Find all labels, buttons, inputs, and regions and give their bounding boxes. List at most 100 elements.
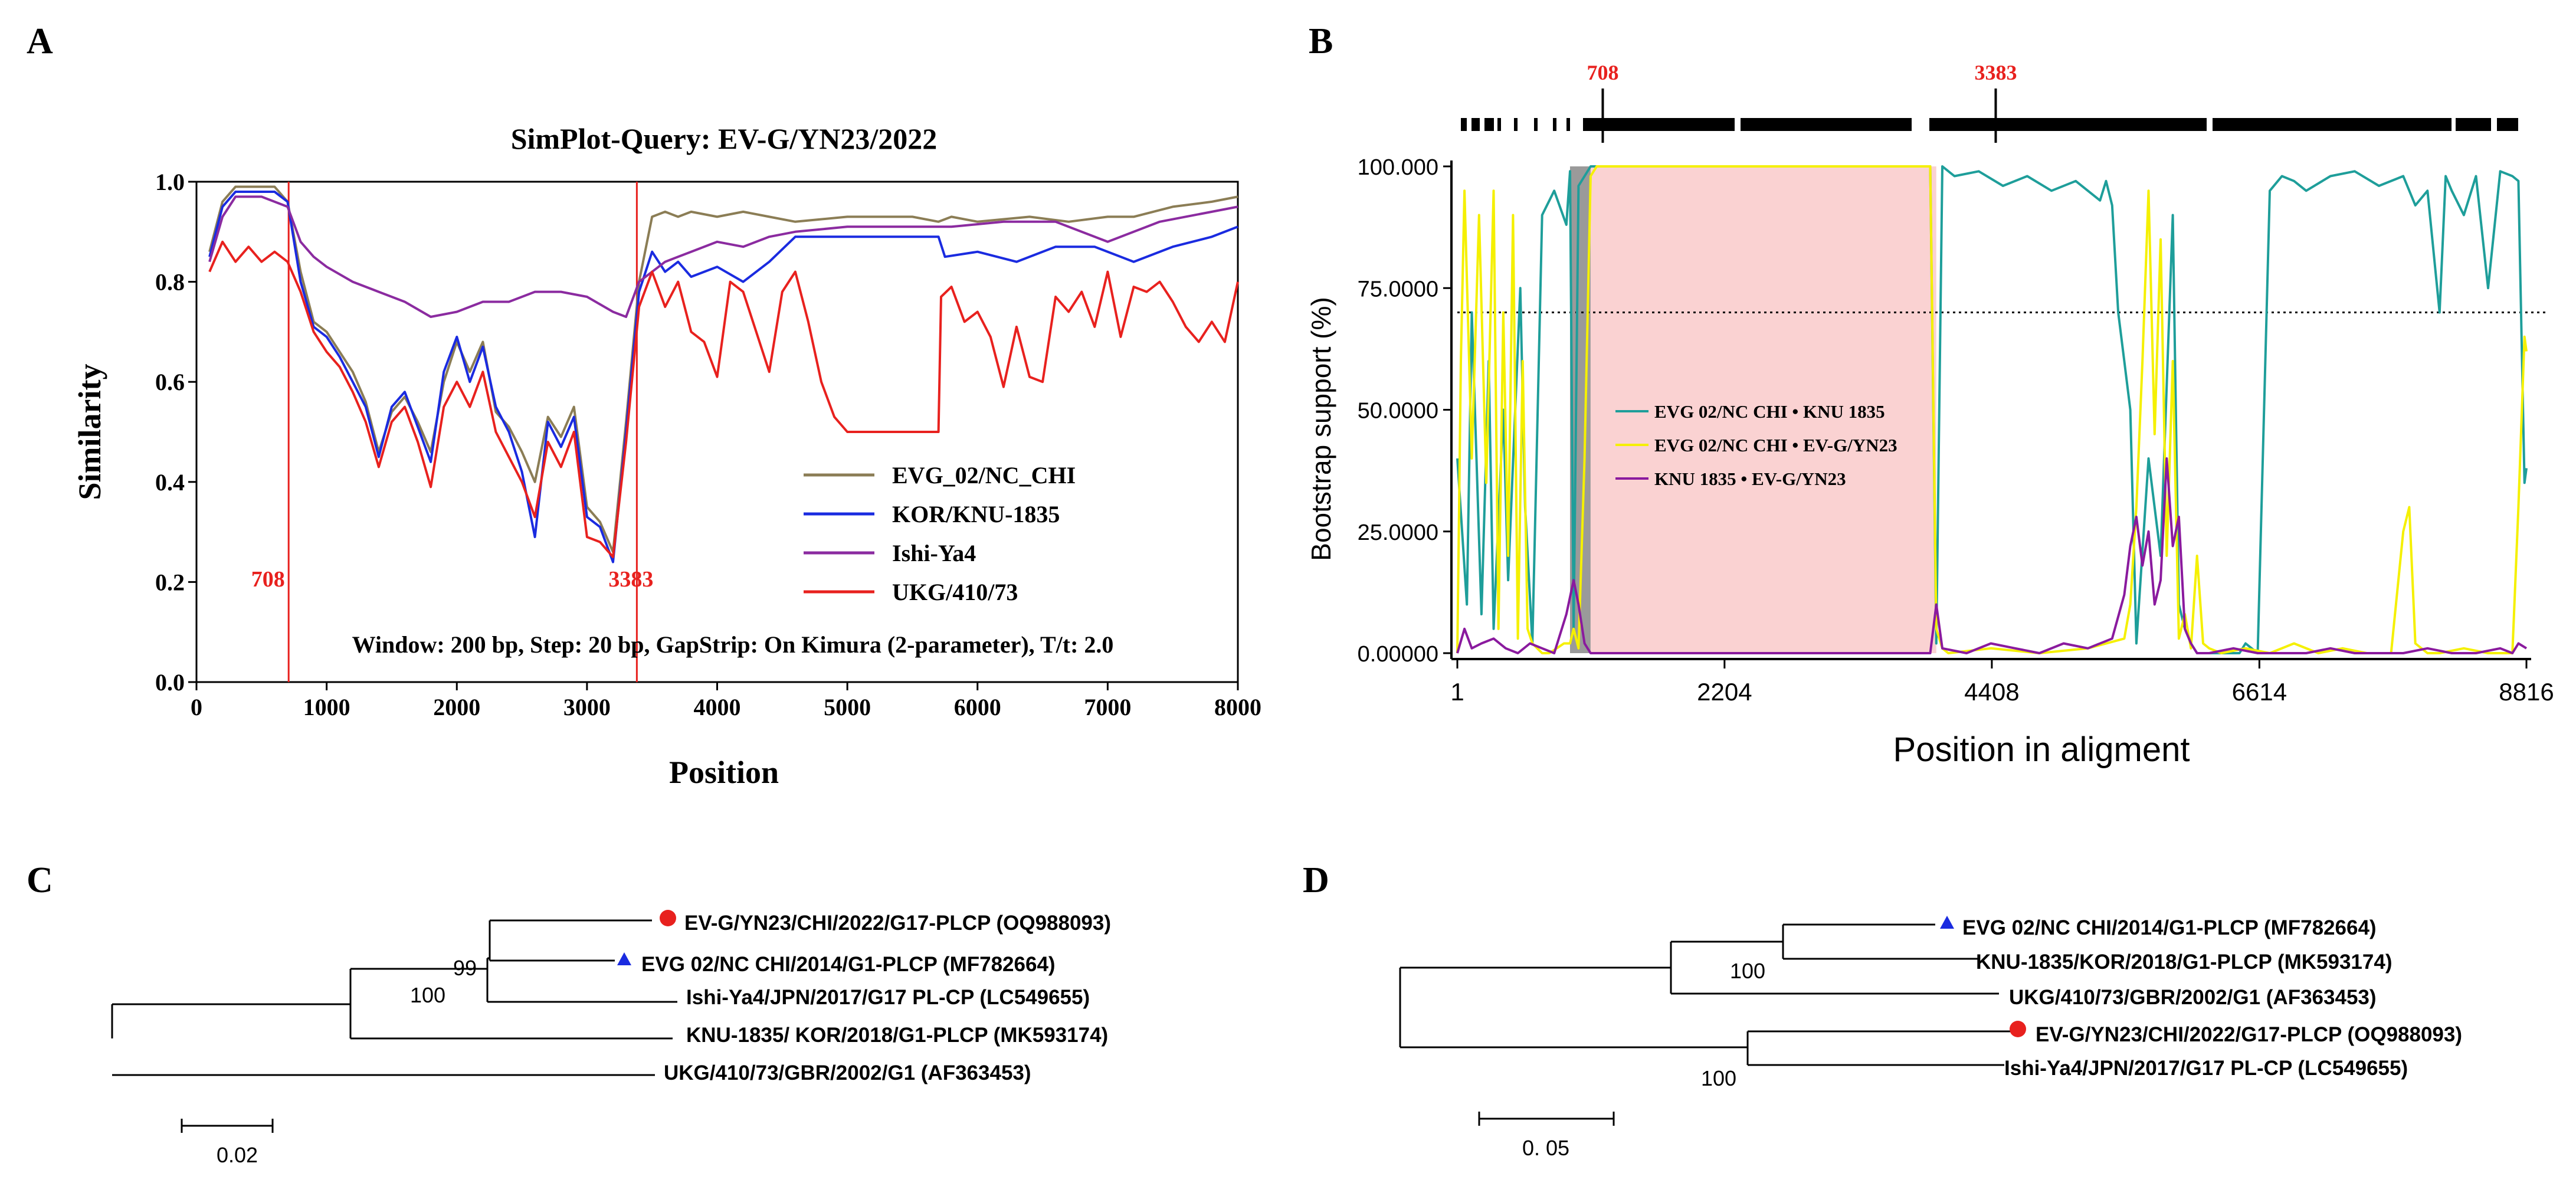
chart-a-plot-frame [195, 181, 1239, 683]
chart-a-xlabel: Position [669, 755, 779, 790]
chart-a-y-axis: 0.0 0.2 0.4 0.6 0.8 1.0 [155, 169, 196, 696]
chart-b-legend: EVG 02/NC CHI • KNU 1835 EVG 02/NC CHI • … [1615, 401, 1897, 489]
series-line [208, 185, 1238, 553]
y-tick-label: 1.0 [155, 169, 185, 195]
informative-site-segment [2213, 118, 2452, 131]
informative-site-segment [1484, 118, 1494, 131]
chart-b-y-axis: 0.00000 25.0000 50.0000 75.0000 100.000 [1358, 155, 1451, 667]
tree-d-bootstrap-value: 100 [1730, 959, 1765, 983]
tree-c-taxon-label: Ishi-Ya4/JPN/2017/G17 PL-CP (LC549655) [686, 986, 1090, 1009]
chart-a-legend: EVG_02/NC_CHI KOR/KNU-1835 Ishi-Ya4 UKG/410… [804, 462, 1076, 605]
informative-site-segment [1583, 118, 1735, 131]
x-tick-label: 0 [191, 694, 202, 720]
chart-a-title: SimPlot-Query: EV-G/YN23/2022 [511, 122, 938, 155]
legend-label: EVG 02/NC CHI • KNU 1835 [1654, 401, 1885, 422]
tree-c-red-dot-marker [660, 910, 676, 926]
chart-b-xlabel: Position in aligment [1893, 730, 2190, 769]
panel-b: B 0.00000 25.0000 50.0000 75.0000 100.000 1 2… [1306, 21, 2554, 769]
chart-a-x-axis: 0 1000 2000 3000 4000 5000 6000 7000 8000 [191, 682, 1261, 720]
y-tick-label: 0.00000 [1358, 642, 1438, 667]
informative-site-segment [2497, 118, 2518, 131]
informative-site-segment [1471, 118, 1480, 131]
tree-d-scale-label: 0. 05 [1522, 1136, 1569, 1160]
x-tick-label: 2000 [433, 694, 480, 720]
tree-c-blue-triangle-marker [617, 952, 631, 965]
panel-a-letter: A [27, 21, 53, 61]
x-tick-label: 8000 [1214, 694, 1261, 720]
tree-d-scale-bar [1478, 1112, 1615, 1126]
tree-c-taxon-label: EVG 02/NC CHI/2014/G1-PLCP (MF782664) [641, 953, 1056, 976]
legend-label: KNU 1835 • EV-G/YN23 [1654, 468, 1846, 489]
legend-label: EVG_02/NC_CHI [892, 462, 1076, 489]
tree-d-bootstrap-value: 100 [1701, 1066, 1736, 1090]
legend-label: EVG 02/NC CHI • EV-G/YN23 [1654, 435, 1897, 455]
chart-b-breakpoints: 708 3383 [1587, 61, 2017, 143]
x-tick-label: 6614 [2232, 678, 2287, 706]
panel-b-letter: B [1309, 21, 1333, 61]
chart-a-series [208, 185, 1239, 563]
chart-b-ylabel: Bootstrap support (%) [1306, 297, 1336, 561]
informative-site-segment [1514, 118, 1518, 131]
x-tick-label: 4000 [694, 694, 741, 720]
series-line [208, 191, 1238, 563]
chart-a-breakpoints: 708 3383 [251, 182, 653, 682]
y-tick-label: 0.0 [155, 669, 185, 696]
tree-d-taxon-label: EV-G/YN23/CHI/2022/G17-PLCP (OQ988093) [2036, 1023, 2462, 1046]
x-tick-label: 5000 [824, 694, 871, 720]
y-tick-label: 50.0000 [1358, 399, 1438, 424]
tree-c-taxon-label: UKG/410/73/GBR/2002/G1 (AF363453) [664, 1061, 1031, 1084]
y-tick-label: 75.0000 [1358, 277, 1438, 302]
informative-site-segment [1534, 118, 1538, 131]
y-tick-label: 0.2 [155, 569, 185, 595]
breakpoint-label: 3383 [608, 567, 653, 592]
y-tick-label: 0.8 [155, 269, 185, 296]
chart-a-annotation: Window: 200 bp, Step: 20 bp, GapStrip: O… [352, 631, 1114, 658]
tree-c-branches [111, 919, 677, 1076]
y-tick-label: 100.000 [1358, 155, 1438, 180]
legend-label: KOR/KNU-1835 [892, 501, 1060, 527]
tree-d-markers [1940, 916, 2026, 1037]
breakpoint-label: 3383 [1974, 61, 2017, 84]
series-line [208, 195, 1238, 318]
informative-site-segment [1461, 118, 1467, 131]
panel-c: C EV-G/YN23/CHI/2022/G17-PLCP (OQ988093)… [27, 860, 1111, 1167]
legend-label: UKG/410/73 [892, 579, 1018, 605]
informative-site-segment [1741, 118, 1912, 131]
panel-a: A SimPlot-Query: EV-G/YN23/2022 0.00.20.… [27, 21, 1261, 790]
tree-d-red-dot-marker [2010, 1021, 2026, 1037]
informative-site-segment [1497, 118, 1501, 131]
tree-d-taxon-label: EVG 02/NC CHI/2014/G1-PLCP (MF782664) [1962, 916, 2377, 939]
panel-d: D EVG 02/NC CHI/2014/G1-PLCP (MF782664) … [1303, 860, 2462, 1160]
x-tick-label: 3000 [563, 694, 611, 720]
chart-b-x-axis: 1 2204 4408 6614 8816 [1450, 659, 2554, 706]
x-tick-label: 6000 [954, 694, 1001, 720]
shaded-region [1590, 166, 1936, 653]
x-tick-label: 1000 [303, 694, 350, 720]
chart-b-informative-sites-bar [1461, 118, 2518, 131]
x-tick-label: 4408 [1964, 678, 2019, 706]
tree-c-taxon-label: KNU-1835/ KOR/2018/G1-PLCP (MK593174) [686, 1024, 1108, 1047]
breakpoint-label: 708 [1587, 61, 1618, 84]
tree-d-branches [1399, 923, 2011, 1066]
series-line [1456, 457, 2528, 654]
informative-site-segment [1553, 118, 1556, 131]
series-line [208, 240, 1239, 558]
x-tick-label: 1 [1450, 678, 1464, 706]
tree-c-bootstrap-value: 99 [453, 956, 477, 980]
tree-c-taxon-label: EV-G/YN23/CHI/2022/G17-PLCP (OQ988093) [684, 912, 1111, 935]
chart-b-shaded-regions [1569, 166, 1936, 653]
y-tick-label: 0.6 [155, 369, 185, 395]
tree-d-blue-triangle-marker [1940, 916, 1954, 929]
tree-d-taxon-label: KNU-1835/KOR/2018/G1-PLCP (MK593174) [1976, 951, 2392, 974]
tree-d-taxon-label: Ishi-Ya4/JPN/2017/G17 PL-CP (LC549655) [2004, 1057, 2408, 1080]
informative-site-segment [1929, 118, 2207, 131]
x-tick-label: 7000 [1084, 694, 1131, 720]
chart-b-series [1456, 165, 2528, 654]
y-tick-label: 0.4 [155, 469, 185, 496]
chart-a-ylabel: Similarity [72, 364, 107, 500]
tree-c-bootstrap-value: 100 [410, 983, 445, 1007]
y-tick-label: 25.0000 [1358, 520, 1438, 545]
breakpoint-label: 708 [251, 567, 285, 592]
x-tick-label: 8816 [2499, 678, 2554, 706]
